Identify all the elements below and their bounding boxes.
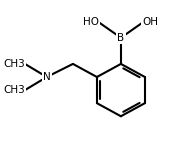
Text: CH3: CH3 bbox=[3, 59, 25, 69]
Text: HO: HO bbox=[83, 18, 99, 28]
Text: B: B bbox=[117, 33, 124, 43]
Text: CH3: CH3 bbox=[3, 85, 25, 95]
Text: N: N bbox=[43, 72, 51, 82]
Text: OH: OH bbox=[143, 18, 159, 28]
